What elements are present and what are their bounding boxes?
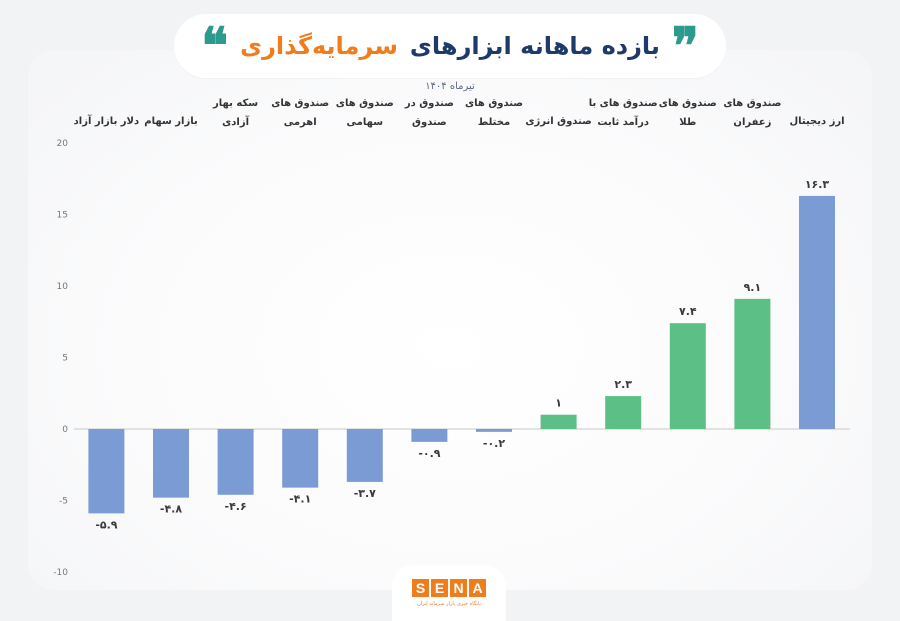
bar — [476, 429, 512, 432]
y-tick-label: 10 — [57, 282, 69, 292]
bar — [540, 414, 577, 429]
category-label: صندوق انرژی — [525, 116, 591, 127]
logo-letter: E — [431, 579, 448, 597]
category-label: دلار بازار آزاد — [74, 114, 140, 127]
logo-letters: S E N A — [412, 579, 486, 597]
title-banner: ❞ بازده ماهانه ابزارهای سرمایه‌گذاری ❝ ت… — [174, 14, 726, 92]
bar — [217, 429, 254, 495]
sena-logo: S E N A پایگاه خبری بازار سرمایه ایران — [392, 565, 506, 621]
category-label: زعفران — [733, 117, 771, 128]
y-tick-label: 0 — [62, 425, 68, 435]
chart-card — [28, 50, 872, 590]
bar-value-label: -۵.۹ — [95, 518, 117, 531]
y-tick-label: -10 — [53, 568, 68, 578]
logo-letter: A — [469, 579, 486, 597]
category-label: صندوق های — [271, 98, 329, 109]
logo-tagline: پایگاه خبری بازار سرمایه ایران — [417, 601, 481, 607]
y-tick-label: 20 — [57, 139, 69, 149]
y-tick-label: -5 — [59, 497, 68, 507]
subtitle-date: تیرماه ۱۴۰۴ — [425, 81, 475, 92]
bar-value-label: -۳.۷ — [354, 487, 376, 500]
title-main: بازده ماهانه ابزارهای — [409, 32, 660, 60]
bar — [88, 429, 125, 514]
bar — [411, 429, 448, 442]
bar-value-label: -۰.۲ — [483, 437, 505, 450]
bar — [282, 429, 319, 488]
category-label: صندوق های — [336, 98, 394, 109]
bar-value-label: ۲.۳ — [614, 378, 632, 391]
category-label: طلا — [679, 117, 696, 128]
bar-value-label: -۰.۹ — [418, 447, 440, 460]
category-label: سکه بهار — [212, 98, 258, 109]
title-accent: سرمایه‌گذاری — [240, 32, 398, 60]
category-label: سهامی — [347, 117, 384, 128]
category-label: صندوق های با — [589, 98, 658, 109]
category-label: درآمد ثابت — [597, 115, 649, 128]
bar-value-label: ۱ — [555, 397, 562, 410]
quote-open-icon: ❞ — [671, 16, 699, 75]
bar-value-label: -۴.۸ — [160, 503, 182, 516]
bar-value-label: ۷.۴ — [679, 305, 697, 318]
title-row: ❞ بازده ماهانه ابزارهای سرمایه‌گذاری ❝ — [174, 16, 726, 75]
bar — [153, 429, 189, 498]
bar — [799, 195, 835, 429]
category-label: صندوق های — [465, 98, 523, 109]
logo-letter: S — [412, 579, 429, 597]
category-label: صندوق های — [659, 98, 717, 109]
bar-value-label: ۱۶.۳ — [805, 178, 830, 191]
quote-close-icon: ❝ — [201, 16, 229, 75]
bar-value-label: -۴.۶ — [225, 500, 247, 513]
bar — [669, 323, 706, 429]
y-tick-label: 5 — [62, 354, 68, 364]
category-label: آزادی — [222, 115, 249, 128]
bar — [346, 429, 383, 482]
y-tick-label: 15 — [57, 211, 68, 221]
category-label: صندوق — [412, 117, 447, 128]
category-label: بازار سهام — [144, 116, 197, 127]
category-label: صندوق های — [723, 98, 781, 109]
logo-letter: N — [450, 579, 467, 597]
category-label: اهرمی — [284, 117, 317, 128]
category-label: ارز دیجیتال — [789, 116, 844, 127]
bar — [734, 298, 771, 429]
category-label: صندوق در — [404, 98, 454, 109]
bar-value-label: ۹.۱ — [744, 281, 762, 294]
bar — [605, 396, 642, 429]
category-label: مختلط — [478, 117, 510, 128]
bar-value-label: -۴.۱ — [289, 493, 311, 506]
